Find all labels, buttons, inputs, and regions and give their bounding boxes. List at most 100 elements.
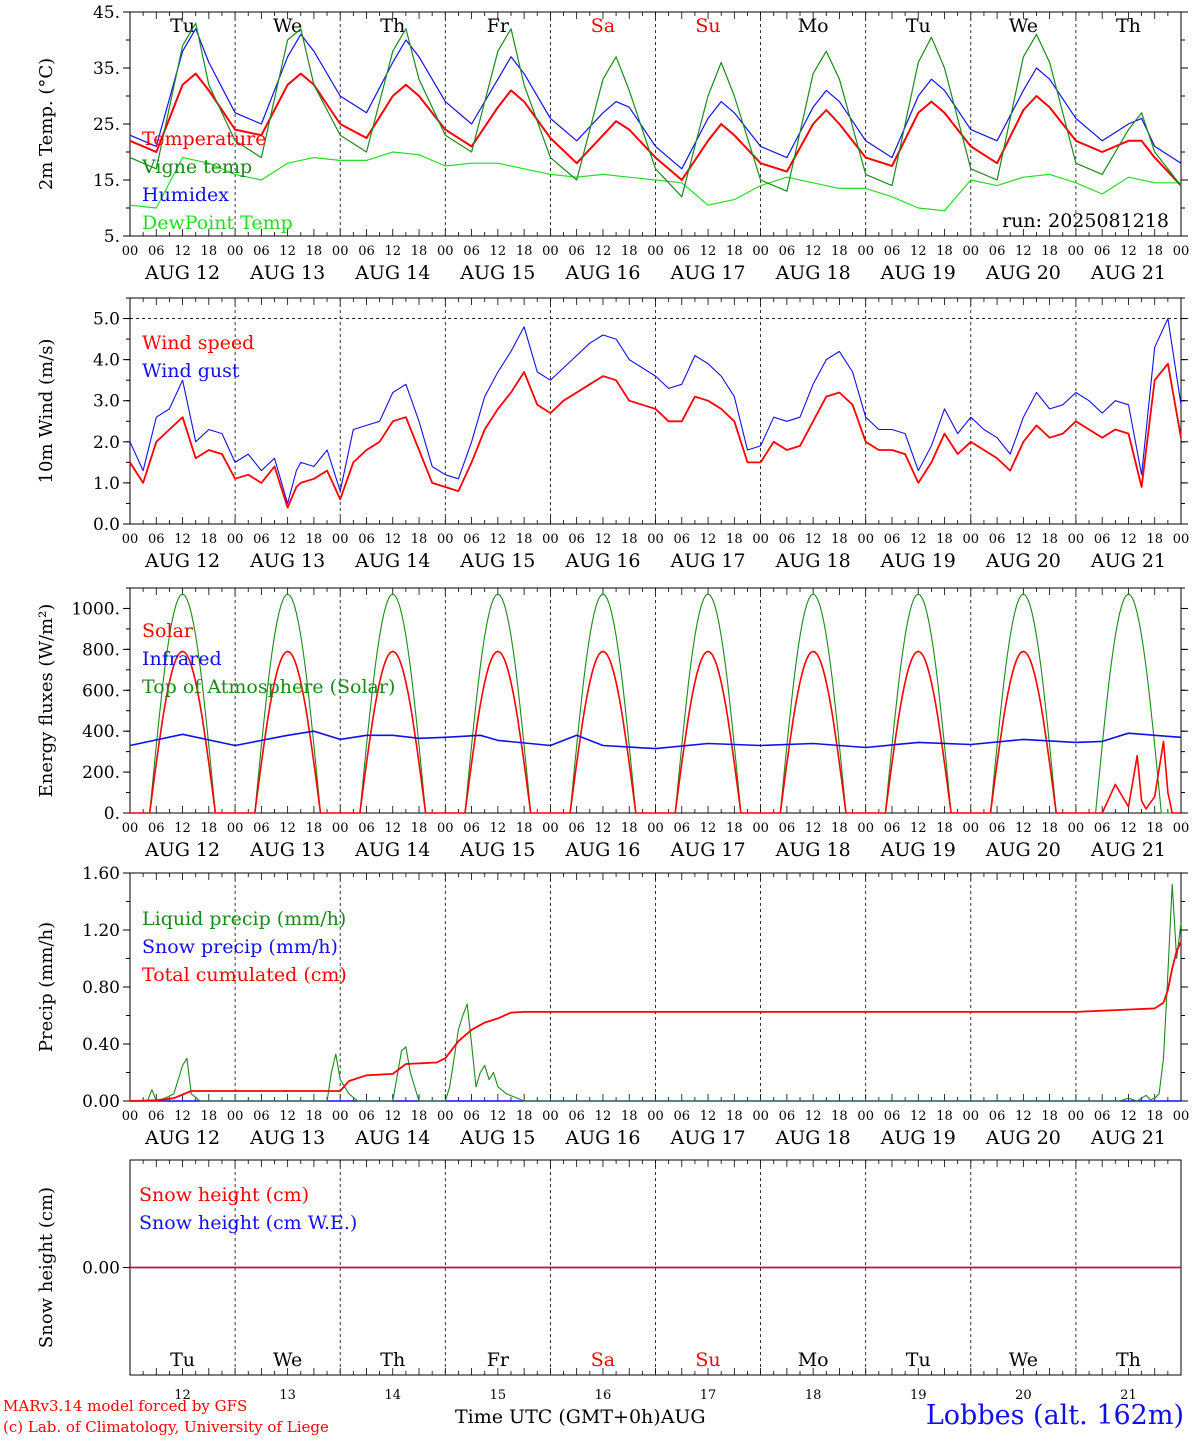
hour-tick-label: 18	[1146, 244, 1163, 259]
legend-4-0: Snow height (cm)	[139, 1184, 309, 1206]
hour-tick-label: 06	[253, 1109, 270, 1124]
series-dewpoint-temp	[129, 151, 1181, 212]
date-label: AUG 20	[985, 262, 1061, 284]
hour-tick-label: 00	[227, 532, 244, 547]
y-tick-label: 0.40	[82, 1035, 120, 1055]
hour-tick-label: 06	[674, 244, 691, 259]
y-tick-label: 400.	[82, 722, 120, 742]
hour-tick-label: 00	[437, 244, 454, 259]
legend-1-1: Wind gust	[142, 360, 240, 382]
hour-tick-label: 06	[674, 821, 691, 836]
hour-tick-label: 12	[805, 821, 822, 836]
hour-tick-label: 12	[595, 244, 612, 259]
hour-tick-label: 06	[463, 821, 480, 836]
hour-tick-label: 06	[358, 532, 375, 547]
hour-tick-label: 06	[884, 532, 901, 547]
hour-tick-label: 18	[1146, 1109, 1163, 1124]
date-label: AUG 13	[249, 1127, 325, 1149]
date-label: AUG 19	[880, 1127, 956, 1149]
date-label: AUG 16	[564, 839, 640, 861]
hour-tick-label: 18	[516, 244, 533, 259]
hour-tick-label: 12	[1120, 532, 1137, 547]
hour-tick-label: 18	[1041, 821, 1058, 836]
date-label: AUG 18	[775, 550, 851, 572]
hour-tick-label: 00	[122, 821, 139, 836]
day-number-label: 15	[490, 1388, 507, 1403]
date-label: AUG 19	[880, 262, 956, 284]
dow-label: Su	[695, 15, 720, 37]
hour-tick-label: 00	[857, 532, 874, 547]
day-number-label: 14	[384, 1388, 401, 1403]
day-number-label: 19	[910, 1388, 927, 1403]
date-label: AUG 16	[564, 550, 640, 572]
hour-tick-label: 00	[1173, 244, 1190, 259]
dow-label-bottom: Th	[380, 1349, 405, 1371]
hour-tick-label: 18	[1041, 532, 1058, 547]
date-label: AUG 17	[669, 839, 745, 861]
hour-tick-label: 18	[726, 821, 743, 836]
hour-tick-label: 12	[384, 532, 401, 547]
hour-tick-label: 06	[148, 244, 165, 259]
hour-tick-label: 12	[910, 244, 927, 259]
hour-tick-label: 18	[306, 821, 323, 836]
day-number-label: 20	[1015, 1388, 1032, 1403]
panel-0-frame	[129, 11, 1182, 237]
hour-tick-label: 12	[1015, 244, 1032, 259]
hour-tick-label: 06	[779, 532, 796, 547]
dow-label: Tu	[906, 15, 931, 37]
day-number-label: 18	[805, 1388, 822, 1403]
date-label: AUG 15	[459, 262, 535, 284]
date-label: AUG 18	[775, 1127, 851, 1149]
hour-tick-label: 06	[1094, 532, 1111, 547]
hour-tick-label: 00	[857, 244, 874, 259]
hour-tick-label: 18	[201, 1109, 218, 1124]
hour-tick-label: 06	[1094, 1109, 1111, 1124]
day-number-label: 16	[595, 1388, 612, 1403]
hour-tick-label: 00	[857, 1109, 874, 1124]
hour-tick-label: 06	[779, 244, 796, 259]
legend-0-0: Temperature	[142, 128, 266, 150]
dow-label: Fr	[487, 15, 510, 37]
hour-tick-label: 18	[201, 532, 218, 547]
hour-tick-label: 06	[568, 1109, 585, 1124]
y-tick-label: 5.0	[93, 310, 120, 330]
hour-tick-label: 00	[1068, 244, 1085, 259]
hour-tick-label: 12	[700, 532, 717, 547]
hour-tick-label: 18	[936, 1109, 953, 1124]
hour-tick-label: 06	[1094, 244, 1111, 259]
y-axis-label: Snow height (cm)	[36, 1187, 57, 1348]
date-label: AUG 15	[459, 1127, 535, 1149]
dow-label: Mo	[798, 15, 829, 37]
legend-0-1: Vigne temp	[141, 156, 252, 178]
hour-tick-label: 00	[647, 244, 664, 259]
hour-tick-label: 00	[437, 1109, 454, 1124]
dow-label: We	[1009, 15, 1038, 37]
y-tick-label: 0.00	[82, 1092, 120, 1112]
hour-tick-label: 12	[805, 244, 822, 259]
dow-label-bottom: Tu	[906, 1349, 931, 1371]
hour-tick-label: 06	[148, 532, 165, 547]
hour-tick-label: 18	[1041, 244, 1058, 259]
y-tick-label: 1.60	[82, 864, 120, 884]
hour-tick-label: 12	[805, 532, 822, 547]
station-label: Lobbes (alt. 162m)	[925, 1400, 1184, 1431]
series-vigne-temp	[129, 22, 1182, 198]
date-label: AUG 21	[1090, 1127, 1166, 1149]
hour-tick-label: 18	[306, 1109, 323, 1124]
legend-2-0: Solar	[142, 620, 194, 642]
hour-tick-label: 12	[384, 821, 401, 836]
dow-label-bottom: Sa	[591, 1349, 615, 1371]
y-tick-label: 15.	[93, 171, 120, 191]
date-label: AUG 14	[354, 550, 430, 572]
hour-tick-label: 00	[437, 532, 454, 547]
hour-tick-label: 18	[516, 532, 533, 547]
y-axis-label: 2m Temp. (°C)	[36, 58, 57, 190]
hour-tick-label: 00	[122, 1109, 139, 1124]
y-tick-label: 3.0	[93, 392, 120, 412]
dow-label: Th	[1116, 15, 1141, 37]
hour-tick-label: 06	[148, 1109, 165, 1124]
hour-tick-label: 00	[1173, 1109, 1190, 1124]
hour-tick-label: 18	[726, 532, 743, 547]
hour-tick-label: 00	[963, 244, 980, 259]
hour-tick-label: 06	[463, 1109, 480, 1124]
